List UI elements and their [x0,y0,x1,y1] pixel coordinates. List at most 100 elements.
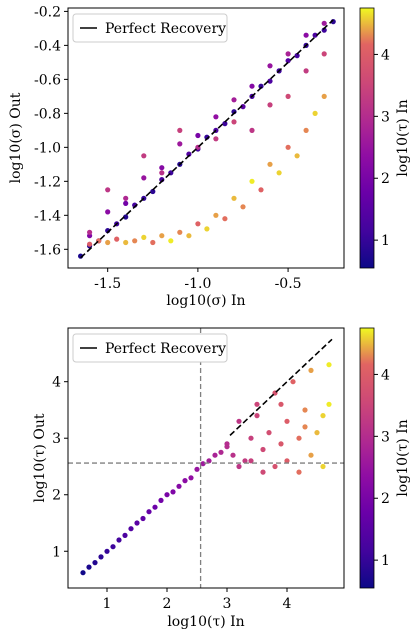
data-point [296,435,302,441]
data-point [204,226,210,232]
scatter-plot-sigma: -1.5 -1.0 -0.5 -1.6 -1.4 -1.2 -1.0 -0.8 -0.6 -0.… [8,4,411,309]
data-point [249,83,255,89]
colorbar-label: log10(τ) In [395,99,411,176]
data-point [254,401,260,407]
data-point [278,401,284,407]
data-point [222,216,228,222]
colorbar-ticks: 1 2 3 4 [374,47,390,249]
data-point [285,51,291,57]
x-axis-ticks: 1 2 3 4 [103,588,292,612]
data-point [272,463,278,470]
data-point [276,170,282,176]
perfect-recovery-line-segment [229,338,333,436]
y-tick-label: -0.2 [34,4,61,20]
data-point [303,68,309,74]
colorbar-tick-label: 1 [381,553,390,569]
data-point [105,187,111,193]
data-point [132,238,138,244]
data-point [320,463,326,470]
colorbar-label: log10(τ) In [395,419,411,496]
y-axis-label: log10(τ) Out [32,413,48,502]
data-point [303,127,309,133]
data-point [176,483,182,489]
y-tick-label: -1.6 [34,242,61,258]
data-point [267,161,273,167]
data-point [302,424,308,430]
x-tick-label: 2 [163,596,172,612]
data-point [195,132,201,139]
data-point [105,209,111,215]
data-point [177,141,183,147]
data-point [213,136,219,142]
data-point [194,466,200,472]
data-point [134,520,140,526]
data-point [267,78,273,84]
colorbar: 1 2 3 4 log10(τ) In [359,7,411,269]
x-axis-label: log10(σ) In [166,293,245,309]
colorbar: 1 2 3 4 log10(τ) In [359,327,411,589]
colorbar-tick-label: 2 [381,171,390,187]
x-tick-label: -0.5 [275,276,302,292]
colorbar-tick-label: 3 [381,429,390,445]
data-point [159,233,165,239]
data-point [285,58,291,64]
y-tick-label: 4 [52,375,61,391]
legend: Perfect Recovery [72,13,228,43]
data-point [321,51,327,57]
data-point [140,515,146,522]
y-tick-label: 2 [52,488,61,504]
data-point [224,441,230,447]
data-point [248,435,254,441]
data-point [213,212,219,218]
data-point [195,221,201,227]
data-point [254,413,260,419]
data-point [312,32,318,38]
data-point [141,234,147,240]
colorbar-ticks: 1 2 3 4 [374,367,390,569]
data-point [294,53,300,59]
data-point [248,458,254,464]
data-point [87,241,93,247]
legend-entry: Perfect Recovery [105,21,226,37]
data-point [114,236,120,242]
data-point [231,97,237,103]
data-point [141,153,147,159]
data-point [213,114,219,120]
data-point [170,489,176,495]
data-point [110,544,116,550]
data-point [105,239,111,246]
data-point [231,119,237,125]
data-point [168,238,174,244]
x-tick-label: 3 [223,596,232,612]
data-point [326,401,332,407]
data-point [122,532,128,539]
scatter-points [78,19,336,259]
data-point [285,93,291,99]
y-tick-label: -1.0 [34,140,61,156]
x-tick-label: 1 [103,596,112,612]
data-point [212,452,218,458]
data-point [177,229,183,235]
data-point [86,564,92,570]
data-point [296,469,302,475]
data-point [123,214,129,220]
perfect-recovery-line [80,19,334,259]
data-point [222,121,228,127]
data-point [159,170,165,176]
colorbar-tick-label: 3 [381,109,390,125]
data-point [266,430,272,436]
scatter-points [80,362,332,576]
data-point [164,492,170,498]
perfect-recovery-line-segment [80,19,334,259]
data-point [200,461,206,467]
data-point [123,195,129,201]
data-point [158,497,164,503]
data-point [294,153,300,159]
data-point [314,430,320,436]
data-point [146,509,152,515]
colorbar-tick-label: 4 [381,367,390,383]
data-point [141,175,147,181]
data-point [87,229,93,235]
data-point [128,526,134,532]
y-axis-ticks: -1.6 -1.4 -1.2 -1.0 -0.8 -0.6 -0.4 -0.2 [34,4,68,258]
